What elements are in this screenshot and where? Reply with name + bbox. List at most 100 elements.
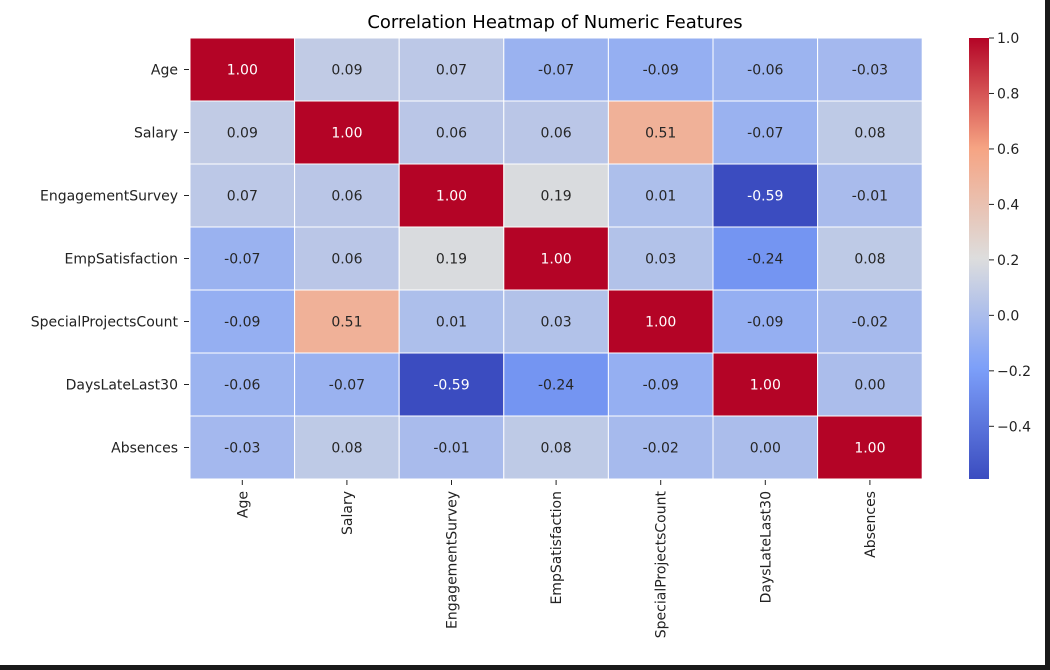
cell-value-label: 1.00 <box>436 189 467 205</box>
colorbar-tick-label: 0.6 <box>997 142 1019 158</box>
colorbar-tick-label: −0.4 <box>997 419 1031 435</box>
cell-value-label: 0.03 <box>645 252 676 268</box>
colorbar-tick-label: 0.2 <box>997 253 1019 269</box>
cell-value-label: 0.06 <box>541 126 572 142</box>
heatmap-cell <box>189 100 296 165</box>
cell-value-label: 0.19 <box>541 189 572 205</box>
heatmap-cell <box>294 226 400 291</box>
row-tick-labels: Age Salary EngagementSurvey EmpSatisfaction… <box>31 63 189 457</box>
heatmap-cell <box>189 226 296 291</box>
heatmap-cell <box>712 37 819 102</box>
cell-value-label: 0.07 <box>436 63 467 79</box>
heatmap-cell <box>398 100 505 165</box>
cell-value-label: 0.08 <box>541 441 572 457</box>
heatmap-cell <box>817 226 923 291</box>
colorbar-tick-label: 1.0 <box>997 31 1019 47</box>
cell-value-label: -0.07 <box>747 126 783 142</box>
heatmap-cell <box>294 37 400 102</box>
heatmap-cell <box>712 415 819 480</box>
cell-value-label: -0.07 <box>224 252 260 268</box>
cell-value-label: 0.51 <box>331 315 362 331</box>
cell-value-label: 0.07 <box>227 189 258 205</box>
column-tick-label: Age <box>235 491 251 518</box>
cell-value-label: 0.51 <box>645 126 676 142</box>
heatmap-cell <box>817 163 923 228</box>
column-tick-label: EmpSatisfaction <box>549 491 565 605</box>
heatmap-cell <box>817 100 923 165</box>
cell-value-label: 0.01 <box>436 315 467 331</box>
cell-value-label: 0.08 <box>854 252 885 268</box>
cell-value-label: -0.03 <box>224 441 260 457</box>
chart-title: Correlation Heatmap of Numeric Features <box>367 12 742 33</box>
cell-value-label: 1.00 <box>227 63 258 79</box>
heatmap-cell <box>189 37 296 102</box>
cell-value-label: -0.09 <box>643 378 679 394</box>
cell-value-label: 0.19 <box>436 252 467 268</box>
heatmap-cell <box>607 163 714 228</box>
heatmap-cell <box>189 352 296 417</box>
cell-value-label: -0.09 <box>747 315 783 331</box>
colorbar-gradient <box>969 38 989 479</box>
heatmap-cell <box>398 163 505 228</box>
cell-value-label: -0.59 <box>433 378 469 394</box>
column-tick-label: EngagementSurvey <box>445 491 461 629</box>
cell-value-label: -0.02 <box>643 441 679 457</box>
cell-value-label: 0.00 <box>750 441 781 457</box>
cell-value-label: -0.06 <box>747 63 783 79</box>
heatmap-cells: 1.00 0.09 0.07 -0.07 -0.09 -0.06 -0.03 0.09 1.00… <box>189 37 923 480</box>
heatmap-cell <box>398 415 505 480</box>
colorbar-tick-label: 0.8 <box>997 86 1019 102</box>
row-tick-label: Age <box>151 63 178 79</box>
heatmap-cell <box>503 226 609 291</box>
column-tick-labels: Age Salary EngagementSurvey EmpSatisfaction… <box>235 480 879 638</box>
row-tick-label: Salary <box>134 126 178 142</box>
heatmap-cell <box>503 352 609 417</box>
heatmap-cell <box>189 289 296 354</box>
cell-value-label: 0.09 <box>331 63 362 79</box>
heatmap-cell <box>712 100 819 165</box>
cell-value-label: -0.59 <box>747 189 783 205</box>
cell-value-label: -0.09 <box>224 315 260 331</box>
heatmap-cell <box>607 352 714 417</box>
heatmap-cell <box>294 163 400 228</box>
colorbar-tick-label: −0.2 <box>997 364 1031 380</box>
heatmap-cell <box>817 415 923 480</box>
cell-value-label: 0.08 <box>854 126 885 142</box>
colorbar: 1.0 0.8 0.6 0.4 0.2 0.0 −0.2 −0.4 <box>969 31 1031 479</box>
cell-value-label: -0.07 <box>329 378 365 394</box>
row-tick-label: Absences <box>111 441 178 457</box>
cell-value-label: 1.00 <box>854 441 885 457</box>
heatmap-cell <box>398 37 505 102</box>
column-tick-label: Salary <box>340 491 356 535</box>
row-tick-label: EngagementSurvey <box>40 189 178 205</box>
cell-value-label: -0.24 <box>747 252 783 268</box>
heatmap-cell <box>294 352 400 417</box>
colorbar-tick-label: 0.0 <box>997 308 1019 324</box>
cell-value-label: 0.03 <box>541 315 572 331</box>
cell-value-label: 1.00 <box>750 378 781 394</box>
heatmap-cell <box>817 289 923 354</box>
column-tick-label: DaysLateLast30 <box>758 491 774 603</box>
cell-value-label: 0.01 <box>645 189 676 205</box>
heatmap-cell <box>398 352 505 417</box>
cell-value-label: -0.01 <box>852 189 888 205</box>
cell-value-label: 1.00 <box>541 252 572 268</box>
column-tick-label: Absences <box>863 491 879 558</box>
cell-value-label: -0.07 <box>538 63 574 79</box>
row-tick-label: EmpSatisfaction <box>64 252 178 268</box>
heatmap-cell <box>607 100 714 165</box>
heatmap-cell <box>503 37 609 102</box>
cell-value-label: -0.01 <box>433 441 469 457</box>
cell-value-label: 0.06 <box>331 252 362 268</box>
cell-value-label: -0.02 <box>852 315 888 331</box>
row-tick-label: DaysLateLast30 <box>66 378 178 394</box>
cell-value-label: -0.06 <box>224 378 260 394</box>
heatmap-cell <box>503 163 609 228</box>
cell-value-label: -0.09 <box>643 63 679 79</box>
heatmap-cell <box>817 352 923 417</box>
heatmap-cell <box>398 289 505 354</box>
cell-value-label: -0.24 <box>538 378 574 394</box>
cell-value-label: 1.00 <box>645 315 676 331</box>
